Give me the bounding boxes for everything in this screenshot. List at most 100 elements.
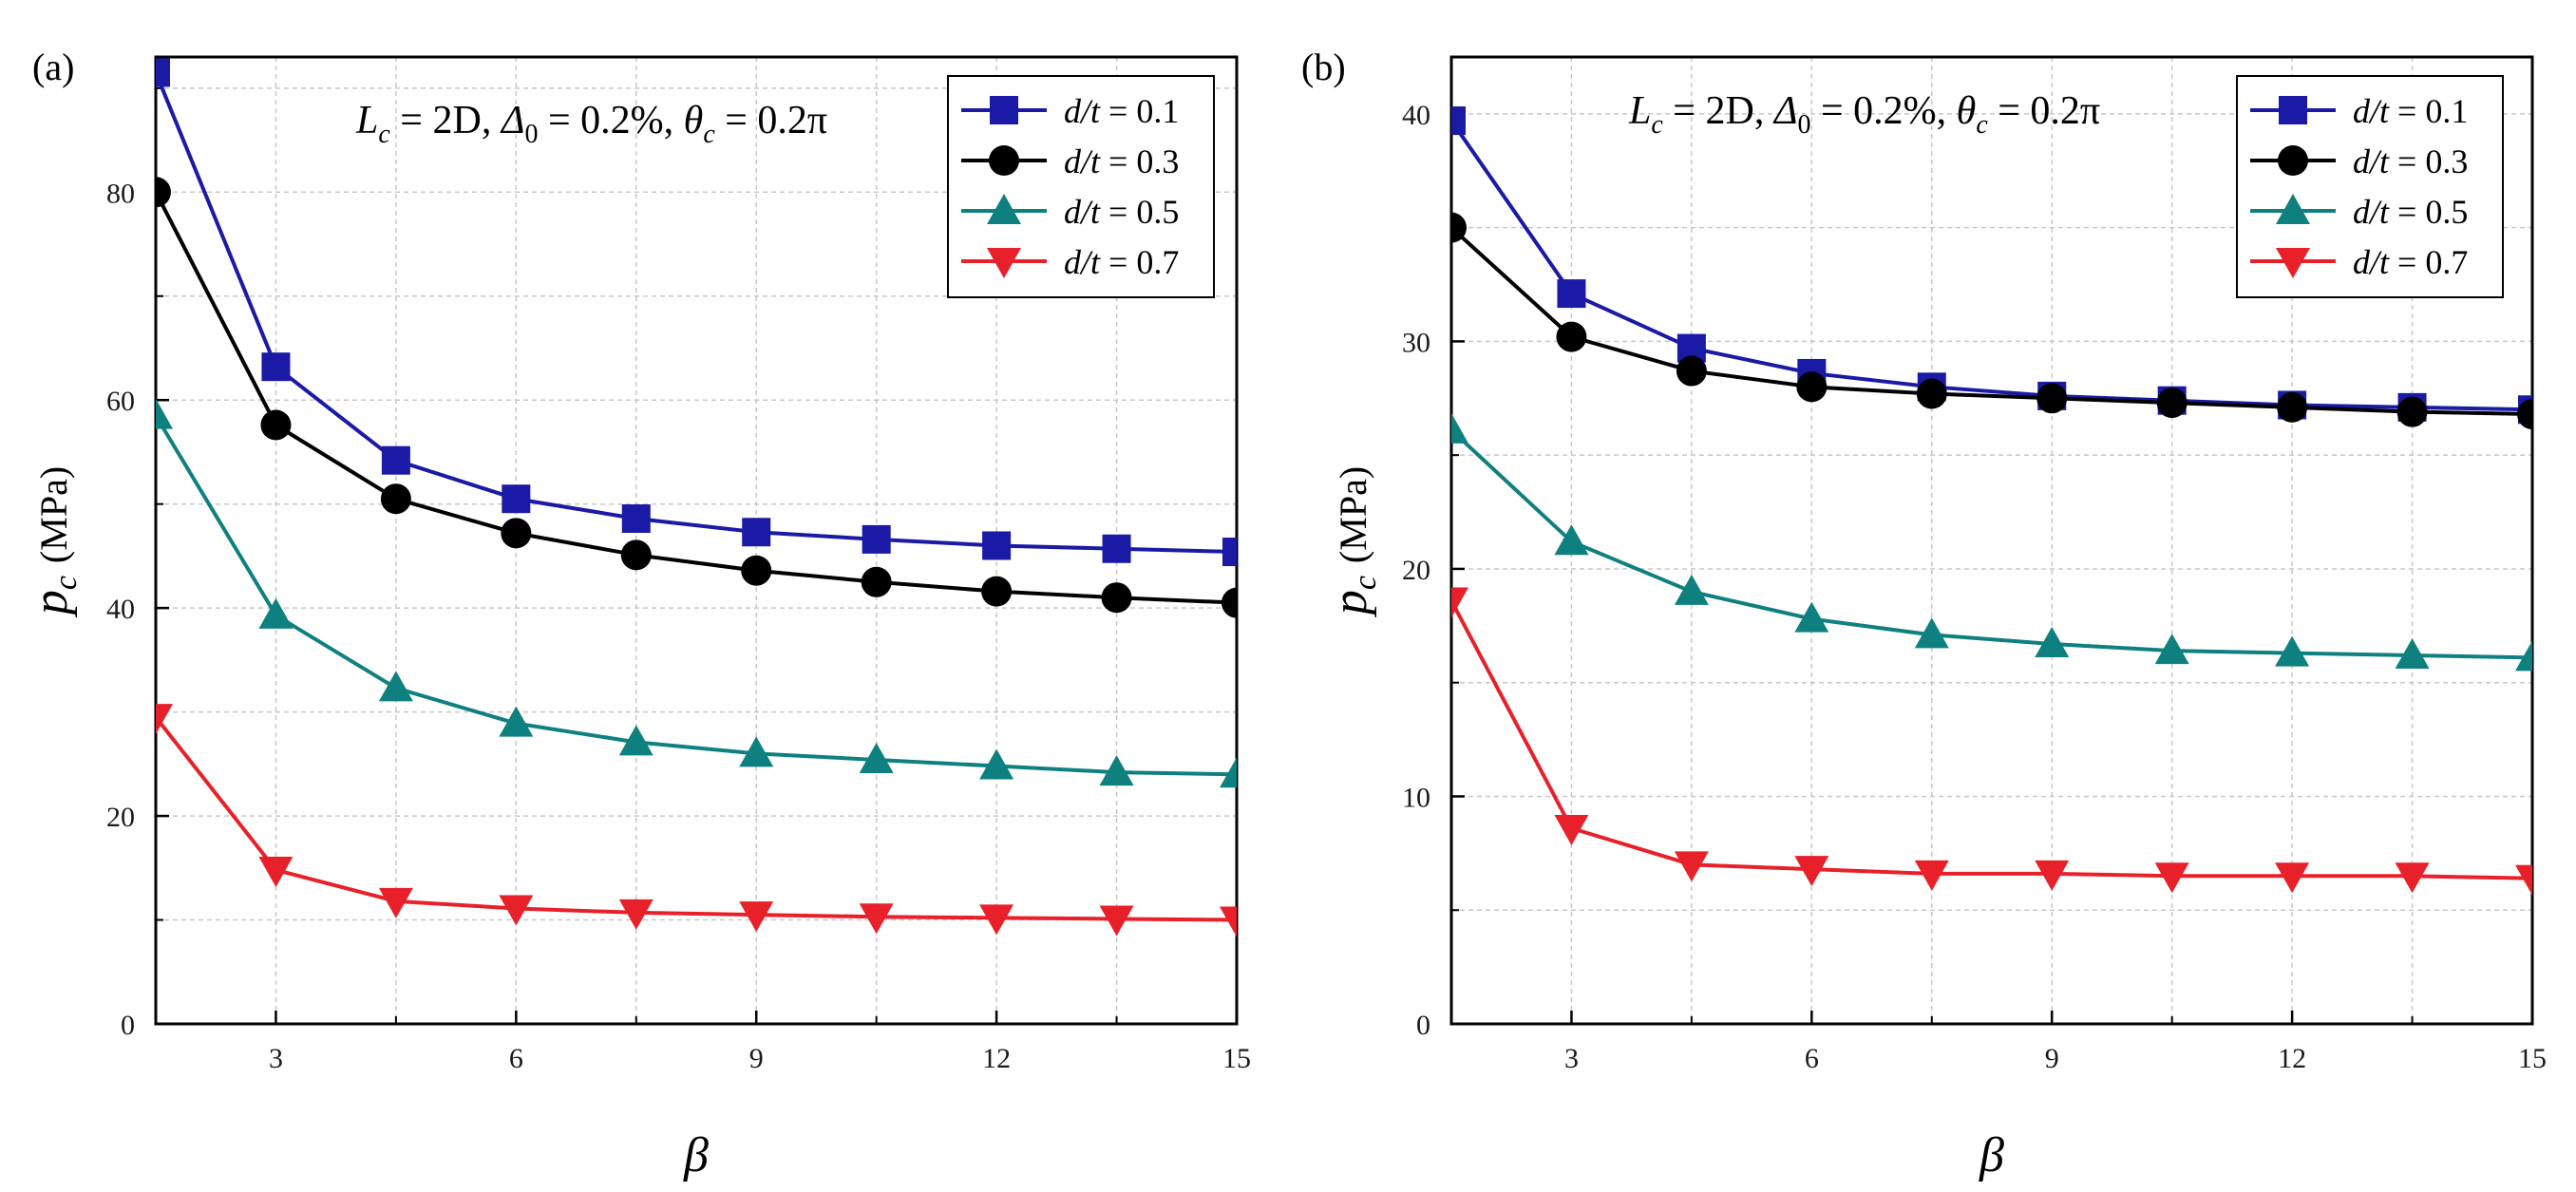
data-point-3-8: [2395, 862, 2430, 894]
data-point-2-3: [1794, 601, 1829, 633]
data-point-3-7: [2275, 862, 2310, 894]
data-point-2-4: [1914, 617, 1949, 649]
data-point-1-1: [260, 409, 292, 441]
data-point-2-9: [2515, 640, 2532, 672]
data-point-3-0: [1451, 587, 1468, 618]
x-tick-label: 12: [2278, 1043, 2306, 1074]
data-point-1-0: [1451, 212, 1467, 243]
panel-label: (a): [32, 46, 74, 88]
data-point-0-3: [502, 484, 531, 514]
plot-frame: [1449, 55, 2534, 1026]
chart-panel-b: 3 6 9 12 15 0 10 20 30 40 (b) β pc (MPa) Lc = 2D, Δ0 …: [1301, 46, 2547, 1183]
chart-panel-a: 3 6 9 12 15 0 20 40 60 80 (a) β pc (MPa) Lc = 2D, Δ0 …: [24, 46, 1251, 1183]
data-point-3-6: [2154, 862, 2189, 894]
data-point-1-7: [2277, 391, 2308, 423]
data-point-0-8: [1102, 534, 1131, 563]
series-line-1: [1451, 226, 2532, 417]
legend-swatch-marker-3: [987, 248, 1021, 278]
y-tick-label: 10: [1402, 782, 1430, 813]
legend-swatch-marker-2: [2276, 194, 2310, 224]
data-point-3-1: [1554, 815, 1589, 846]
y-tick-label: 60: [106, 386, 135, 417]
data-point-1-3: [501, 518, 532, 549]
series-line-1: [156, 191, 1237, 605]
series-line-3: [1451, 599, 2532, 880]
data-point-1-4: [1916, 378, 1947, 409]
x-tick-label: 15: [2518, 1043, 2547, 1074]
data-point-3-2: [1674, 851, 1709, 882]
legend-swatch-marker-1: [989, 145, 1019, 176]
y-tick-label: 30: [1402, 327, 1430, 358]
x-tick-label: 9: [749, 1043, 764, 1074]
data-point-3-6: [859, 903, 894, 935]
data-point-3-4: [618, 899, 653, 930]
legend-swatch-marker-1: [2278, 145, 2308, 176]
legend-swatch-marker-0: [990, 96, 1018, 124]
data-point-2-1: [1554, 524, 1589, 556]
x-tick-label: 9: [2045, 1043, 2059, 1074]
legend-label-1: d/t = 0.3: [1064, 142, 1179, 180]
data-point-1-4: [620, 539, 652, 571]
y-axis-title: pc (MPa): [24, 466, 84, 618]
data-point-0-6: [862, 524, 891, 554]
data-point-2-1: [258, 597, 294, 629]
data-point-3-5: [739, 901, 774, 933]
data-point-1-6: [861, 566, 892, 597]
y-tick-label: 0: [1416, 1010, 1430, 1041]
data-point-0-1: [1557, 279, 1586, 309]
legend-swatch-marker-2: [987, 194, 1021, 224]
data-point-3-8: [1099, 905, 1134, 937]
series-group: [156, 58, 1237, 937]
legend-label-2: d/t = 0.5: [2353, 193, 2468, 231]
x-tick-label: 12: [982, 1043, 1011, 1074]
data-point-2-5: [2035, 626, 2070, 657]
legend-label-1: d/t = 0.3: [2353, 142, 2468, 180]
series-line-0: [156, 71, 1237, 555]
data-point-2-6: [859, 742, 894, 773]
y-tick-label: 20: [1402, 555, 1430, 586]
data-point-2-8: [1099, 755, 1134, 786]
data-point-1-9: [1222, 587, 1237, 618]
data-point-1-5: [2036, 383, 2068, 414]
data-point-3-9: [2515, 864, 2532, 896]
data-point-1-5: [741, 555, 772, 586]
legend: d/t = 0.1 d/t = 0.3 d/t = 0.5 d/t = 0.7: [947, 75, 1215, 298]
y-tick-label: 20: [106, 802, 135, 833]
x-axis-title: β: [683, 1128, 709, 1183]
data-point-1-0: [156, 177, 171, 208]
series-line-0: [1451, 119, 2532, 412]
legend-label-3: d/t = 0.7: [2353, 243, 2468, 281]
legend-label-0: d/t = 0.1: [1064, 92, 1179, 130]
x-tick-label: 3: [1564, 1043, 1579, 1074]
data-point-2-8: [2395, 637, 2430, 669]
data-point-2-0: [1451, 412, 1468, 444]
data-point-0-0: [1451, 106, 1466, 136]
data-point-3-5: [2035, 860, 2070, 891]
data-point-0-1: [261, 352, 291, 382]
data-point-1-2: [1676, 355, 1707, 387]
y-tick-label: 40: [106, 594, 135, 625]
series-line-3: [156, 715, 1237, 922]
data-point-2-0: [156, 398, 173, 429]
x-tick-label: 6: [1805, 1043, 1819, 1074]
data-point-0-7: [982, 531, 1012, 560]
data-point-3-1: [258, 856, 294, 887]
data-point-3-2: [378, 887, 413, 918]
x-tick-label: 15: [1222, 1043, 1251, 1074]
data-point-2-2: [1674, 574, 1709, 605]
series-group: [1451, 106, 2532, 896]
y-tick-label: 40: [1402, 100, 1430, 131]
parameter-annotation: Lc = 2D, Δ0 = 0.2%, θc = 0.2π: [355, 99, 827, 149]
y-tick-label: 0: [121, 1010, 135, 1041]
legend: d/t = 0.1 d/t = 0.3 d/t = 0.5 d/t = 0.7: [2236, 75, 2504, 298]
data-point-1-3: [1796, 371, 1828, 403]
parameter-annotation: Lc = 2D, Δ0 = 0.2%, θc = 0.2π: [1628, 89, 2100, 140]
data-point-3-9: [1220, 906, 1237, 937]
data-point-2-3: [499, 706, 534, 737]
legend-label-0: d/t = 0.1: [2353, 92, 2468, 130]
data-point-1-8: [1101, 582, 1132, 614]
data-point-1-8: [2396, 396, 2428, 427]
legend-swatch-marker-3: [2276, 248, 2310, 278]
data-point-3-4: [1914, 860, 1949, 891]
data-point-2-9: [1220, 757, 1237, 788]
